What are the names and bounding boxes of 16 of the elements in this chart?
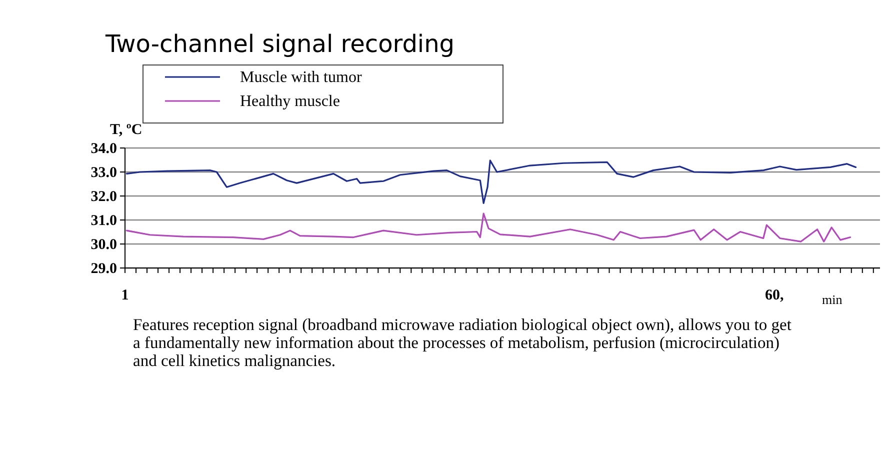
line-series (126, 212, 852, 242)
y-tick-label: 31.0 (90, 212, 117, 229)
legend-label: Muscle with tumor (240, 69, 362, 86)
y-tick-label: 32.0 (90, 188, 117, 205)
line-series (126, 160, 857, 204)
y-tick-label: 33.0 (90, 164, 117, 181)
x-axis-title: min (822, 292, 843, 307)
legend-label: Healthy muscle (240, 93, 340, 110)
y-axis-title: T, ºC (110, 122, 142, 138)
text: Features reception signal (broadband microwave radiation biological object own), allows you to get a fundamentally new information about the processes of metabolism, perfusion (microcirculation) and cell kinetics malignancies. (133, 315, 792, 370)
x-tick-label: 1 (121, 288, 129, 304)
y-tick-label: 29.0 (90, 260, 117, 277)
x-tick-label: 60, (764, 288, 784, 304)
chart-title: Two-channel signal recording (104, 30, 455, 58)
y-tick-label: 30.0 (90, 236, 117, 253)
y-tick-label: 34.0 (90, 140, 117, 157)
